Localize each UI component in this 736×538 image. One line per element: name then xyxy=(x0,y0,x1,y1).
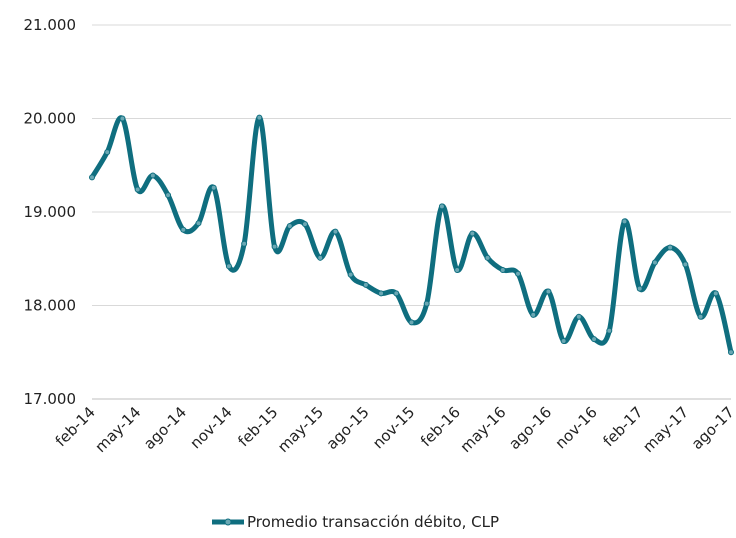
x-tick-label: ago-17 xyxy=(688,403,736,453)
point xyxy=(119,115,126,122)
x-tick-label: may-16 xyxy=(457,403,510,456)
point xyxy=(134,186,141,193)
point xyxy=(682,261,689,268)
y-tick-label: 18.000 xyxy=(24,297,77,315)
x-tick-label: ago-14 xyxy=(140,403,190,453)
x-tick-label: ago-16 xyxy=(505,403,555,453)
point xyxy=(636,285,643,292)
point xyxy=(89,174,95,181)
point xyxy=(104,149,111,156)
legend-marker xyxy=(224,518,232,526)
point xyxy=(606,327,613,334)
point xyxy=(591,336,598,343)
point xyxy=(667,244,674,251)
point xyxy=(378,290,385,297)
point xyxy=(195,220,202,227)
point xyxy=(393,290,400,297)
point xyxy=(271,243,278,250)
point xyxy=(515,270,521,277)
x-tick-label: nov-16 xyxy=(552,403,601,452)
point xyxy=(530,311,537,318)
series-line xyxy=(89,115,734,355)
point xyxy=(469,230,476,237)
point xyxy=(241,240,248,247)
y-tick-label: 21.000 xyxy=(24,16,77,34)
point xyxy=(712,290,719,297)
point xyxy=(484,254,491,261)
point xyxy=(454,266,461,273)
point xyxy=(499,266,506,273)
y-tick-label: 17.000 xyxy=(24,390,77,408)
point xyxy=(317,254,324,261)
point xyxy=(180,226,187,233)
point xyxy=(575,313,582,320)
point xyxy=(545,288,552,295)
x-tick-label: may-17 xyxy=(639,403,692,456)
point xyxy=(347,271,354,278)
point xyxy=(256,114,263,121)
x-tick-label: nov-15 xyxy=(369,403,418,452)
point xyxy=(728,349,734,356)
point xyxy=(210,184,217,191)
point xyxy=(438,203,445,210)
point xyxy=(651,259,658,266)
x-tick-label: may-14 xyxy=(91,403,144,456)
x-tick-label: may-15 xyxy=(274,403,327,456)
point xyxy=(697,313,704,320)
point xyxy=(286,223,293,230)
point xyxy=(423,300,430,307)
legend-label: Promedio transacción débito, CLP xyxy=(247,513,499,531)
point xyxy=(621,218,628,225)
point xyxy=(149,172,156,179)
point xyxy=(332,228,339,235)
point xyxy=(165,192,172,199)
x-tick-label: ago-15 xyxy=(323,403,373,453)
x-tick-label: nov-14 xyxy=(186,403,235,452)
point xyxy=(362,281,369,288)
point xyxy=(302,221,308,228)
point xyxy=(408,319,415,326)
y-tick-label: 20.000 xyxy=(24,110,77,128)
point xyxy=(560,338,567,345)
point xyxy=(225,263,232,270)
y-tick-label: 19.000 xyxy=(24,203,77,221)
